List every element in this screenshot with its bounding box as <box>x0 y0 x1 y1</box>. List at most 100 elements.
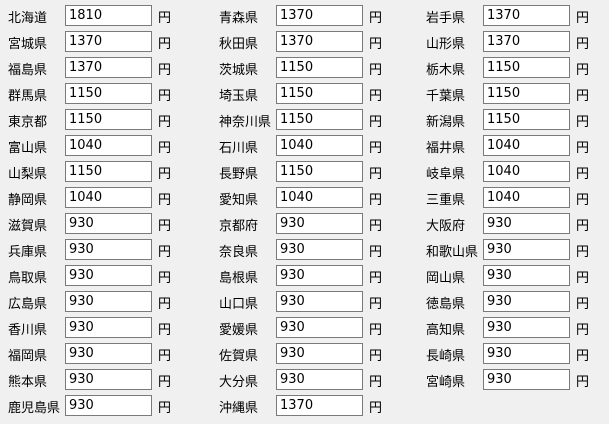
prefecture-label: 青森県 <box>219 11 259 26</box>
prefecture-label: 埼玉県 <box>219 89 259 104</box>
shipping-cost-input[interactable] <box>65 213 152 234</box>
shipping-cost-input[interactable] <box>483 291 570 312</box>
prefecture-label: 神奈川県 <box>219 115 272 130</box>
shipping-cost-input[interactable] <box>65 5 152 26</box>
prefecture-label: 奈良県 <box>219 245 259 260</box>
shipping-cost-input[interactable] <box>276 213 363 234</box>
prefecture-label: 福井県 <box>426 141 466 156</box>
shipping-cost-input[interactable] <box>276 109 363 130</box>
shipping-cost-input[interactable] <box>65 83 152 104</box>
yen-unit-label: 円 <box>369 89 383 104</box>
yen-unit-label: 円 <box>576 219 590 234</box>
shipping-cost-input[interactable] <box>65 109 152 130</box>
prefecture-label: 長崎県 <box>426 349 466 364</box>
yen-unit-label: 円 <box>158 219 172 234</box>
shipping-cost-input[interactable] <box>65 395 152 416</box>
prefecture-label: 徳島県 <box>426 297 466 312</box>
shipping-cost-input[interactable] <box>483 213 570 234</box>
yen-unit-label: 円 <box>369 245 383 260</box>
yen-unit-label: 円 <box>576 89 590 104</box>
prefecture-label: 山口県 <box>219 297 259 312</box>
shipping-cost-input[interactable] <box>483 5 570 26</box>
prefecture-label: 茨城県 <box>219 63 259 78</box>
shipping-cost-input[interactable] <box>65 161 152 182</box>
yen-unit-label: 円 <box>158 323 172 338</box>
yen-unit-label: 円 <box>158 297 172 312</box>
shipping-cost-input[interactable] <box>483 83 570 104</box>
prefecture-label: 岐阜県 <box>426 167 466 182</box>
shipping-cost-input[interactable] <box>483 31 570 52</box>
prefecture-label: 沖縄県 <box>219 401 259 416</box>
shipping-cost-input[interactable] <box>65 265 152 286</box>
yen-unit-label: 円 <box>369 375 383 390</box>
prefecture-label: 山梨県 <box>8 167 48 182</box>
shipping-cost-input[interactable] <box>483 161 570 182</box>
yen-unit-label: 円 <box>576 115 590 130</box>
shipping-cost-input[interactable] <box>65 135 152 156</box>
shipping-cost-input[interactable] <box>276 135 363 156</box>
shipping-cost-input[interactable] <box>276 291 363 312</box>
shipping-cost-input[interactable] <box>483 57 570 78</box>
shipping-cost-input[interactable] <box>276 265 363 286</box>
shipping-cost-input[interactable] <box>276 5 363 26</box>
shipping-cost-input[interactable] <box>483 369 570 390</box>
prefecture-label: 東京都 <box>8 115 48 130</box>
shipping-cost-input[interactable] <box>65 343 152 364</box>
shipping-cost-input[interactable] <box>276 83 363 104</box>
prefecture-label: 千葉県 <box>426 89 466 104</box>
prefecture-label: 鳥取県 <box>8 271 48 286</box>
shipping-cost-input[interactable] <box>276 31 363 52</box>
prefecture-label: 滋賀県 <box>8 219 48 234</box>
shipping-cost-input[interactable] <box>483 239 570 260</box>
shipping-cost-input[interactable] <box>65 317 152 338</box>
yen-unit-label: 円 <box>576 141 590 156</box>
prefecture-label: 福岡県 <box>8 349 48 364</box>
prefecture-label: 兵庫県 <box>8 245 48 260</box>
prefecture-label: 鹿児島県 <box>8 401 61 416</box>
shipping-cost-input[interactable] <box>276 239 363 260</box>
shipping-cost-input[interactable] <box>483 317 570 338</box>
shipping-cost-input[interactable] <box>276 395 363 416</box>
yen-unit-label: 円 <box>576 297 590 312</box>
yen-unit-label: 円 <box>369 63 383 78</box>
yen-unit-label: 円 <box>369 141 383 156</box>
yen-unit-label: 円 <box>158 375 172 390</box>
shipping-cost-input[interactable] <box>483 109 570 130</box>
shipping-cost-input[interactable] <box>483 135 570 156</box>
yen-unit-label: 円 <box>369 193 383 208</box>
yen-unit-label: 円 <box>158 37 172 52</box>
shipping-cost-input[interactable] <box>276 187 363 208</box>
yen-unit-label: 円 <box>576 11 590 26</box>
shipping-cost-input[interactable] <box>65 31 152 52</box>
shipping-cost-input[interactable] <box>276 317 363 338</box>
shipping-cost-input[interactable] <box>65 291 152 312</box>
yen-unit-label: 円 <box>158 401 172 416</box>
shipping-cost-input[interactable] <box>65 57 152 78</box>
prefecture-label: 富山県 <box>8 141 48 156</box>
yen-unit-label: 円 <box>158 271 172 286</box>
shipping-cost-input[interactable] <box>483 187 570 208</box>
yen-unit-label: 円 <box>576 245 590 260</box>
shipping-cost-input[interactable] <box>483 343 570 364</box>
yen-unit-label: 円 <box>369 219 383 234</box>
prefecture-label: 広島県 <box>8 297 48 312</box>
yen-unit-label: 円 <box>369 271 383 286</box>
prefecture-label: 宮崎県 <box>426 375 466 390</box>
shipping-cost-input[interactable] <box>65 239 152 260</box>
shipping-cost-input[interactable] <box>276 57 363 78</box>
shipping-cost-input[interactable] <box>276 161 363 182</box>
prefecture-label: 佐賀県 <box>219 349 259 364</box>
yen-unit-label: 円 <box>369 167 383 182</box>
yen-unit-label: 円 <box>158 349 172 364</box>
prefecture-label: 石川県 <box>219 141 259 156</box>
yen-unit-label: 円 <box>158 115 172 130</box>
yen-unit-label: 円 <box>576 193 590 208</box>
shipping-cost-input[interactable] <box>276 369 363 390</box>
shipping-cost-input[interactable] <box>65 369 152 390</box>
shipping-cost-input[interactable] <box>65 187 152 208</box>
prefecture-label: 北海道 <box>8 11 48 26</box>
yen-unit-label: 円 <box>576 167 590 182</box>
shipping-cost-input[interactable] <box>483 265 570 286</box>
shipping-cost-input[interactable] <box>276 343 363 364</box>
prefecture-label: 宮城県 <box>8 37 48 52</box>
